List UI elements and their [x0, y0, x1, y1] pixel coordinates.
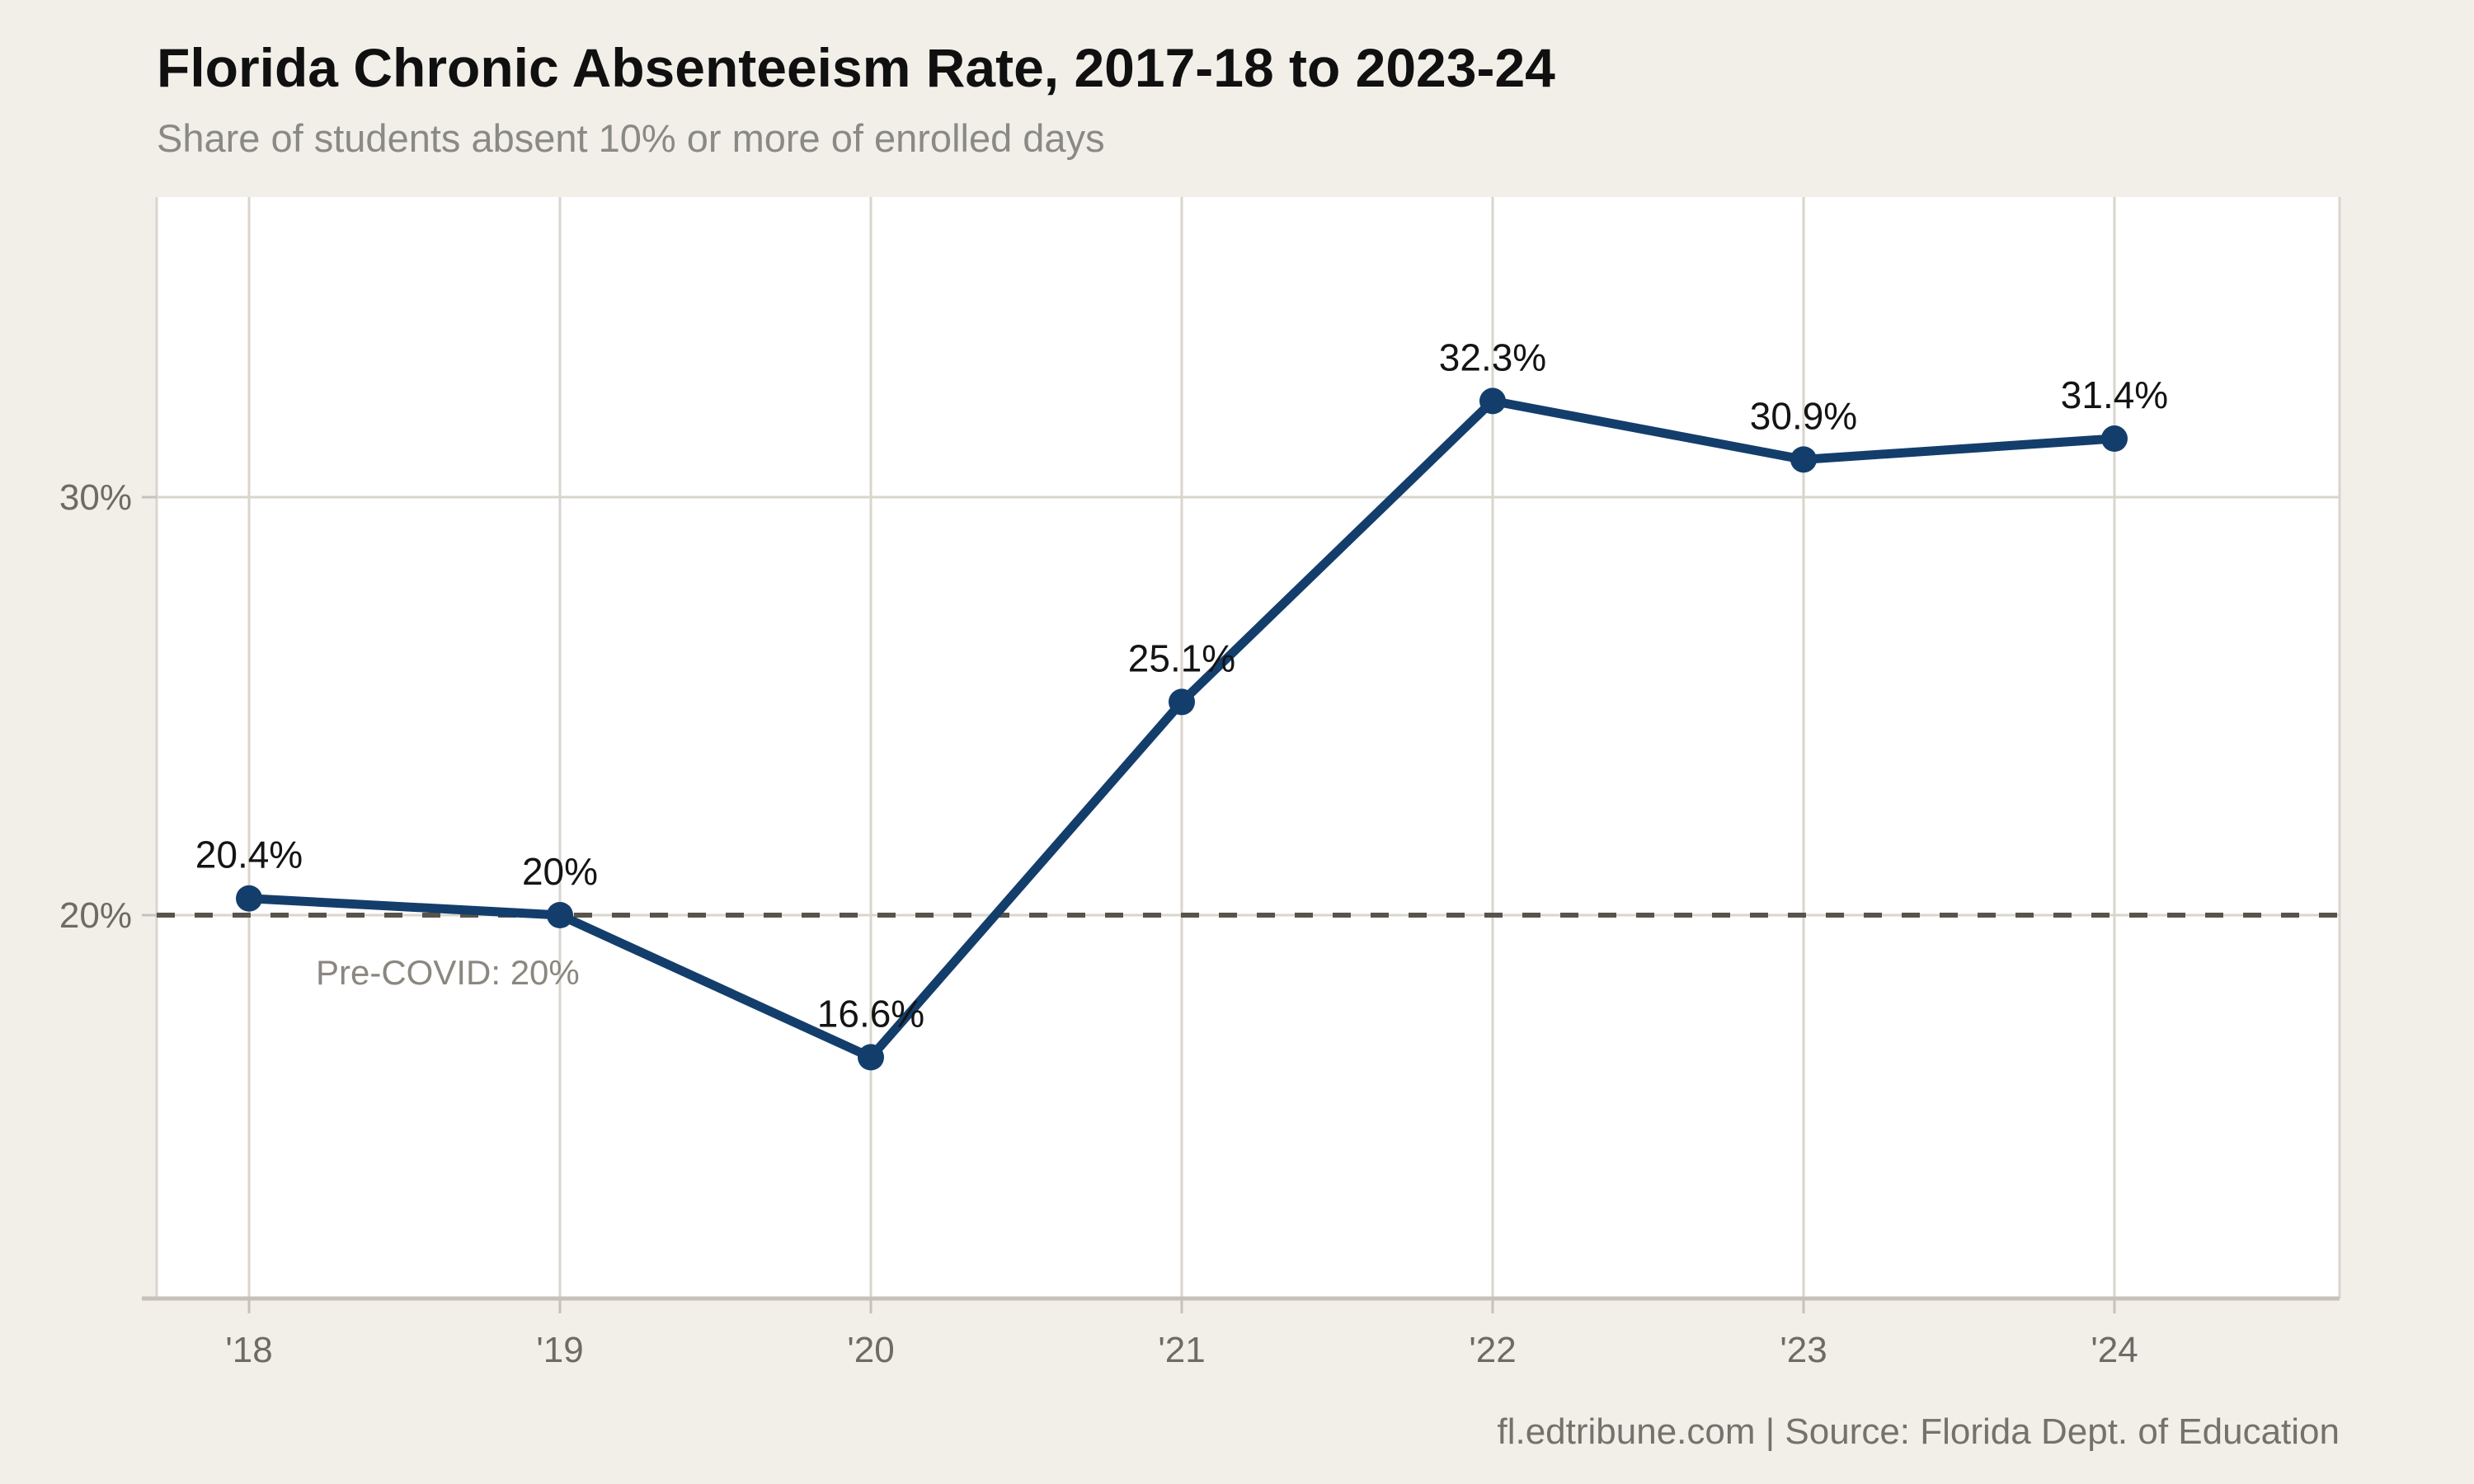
data-point: [236, 885, 262, 912]
data-point-label: 20%: [522, 850, 598, 893]
x-axis-tick-label: '21: [1158, 1330, 1205, 1370]
data-point-label: 30.9%: [1750, 394, 1857, 437]
y-axis-tick-label: 30%: [59, 477, 132, 518]
x-axis-tick-label: '22: [1469, 1330, 1516, 1370]
x-axis-tick-label: '19: [536, 1330, 583, 1370]
data-point-label: 16.6%: [817, 992, 924, 1035]
x-axis-tick-label: '24: [2091, 1330, 2138, 1370]
data-point: [858, 1044, 884, 1071]
source-credit: fl.edtribune.com | Source: Florida Dept.…: [1497, 1411, 2340, 1452]
data-point: [1169, 688, 1195, 716]
x-axis-tick-label: '18: [225, 1330, 272, 1370]
data-point-label: 25.1%: [1128, 636, 1235, 679]
data-point-label: 20.4%: [195, 834, 303, 876]
chart-subtitle: Share of students absent 10% or more of …: [157, 116, 1105, 160]
y-axis-tick-label: 20%: [59, 895, 132, 936]
data-point: [547, 902, 573, 928]
data-point: [2101, 425, 2128, 453]
data-point: [1479, 387, 1506, 415]
x-axis-tick-label: '20: [847, 1330, 894, 1370]
plot-area: [157, 197, 2340, 1298]
reference-line-label: Pre-COVID: 20%: [316, 953, 580, 992]
data-point: [1790, 446, 1817, 473]
page-title: Florida Chronic Absenteeism Rate, 2017-1…: [157, 37, 1555, 98]
x-axis-tick-label: '23: [1780, 1330, 1827, 1370]
data-point-label: 31.4%: [2061, 373, 2168, 416]
data-point-label: 32.3%: [1439, 336, 1546, 378]
